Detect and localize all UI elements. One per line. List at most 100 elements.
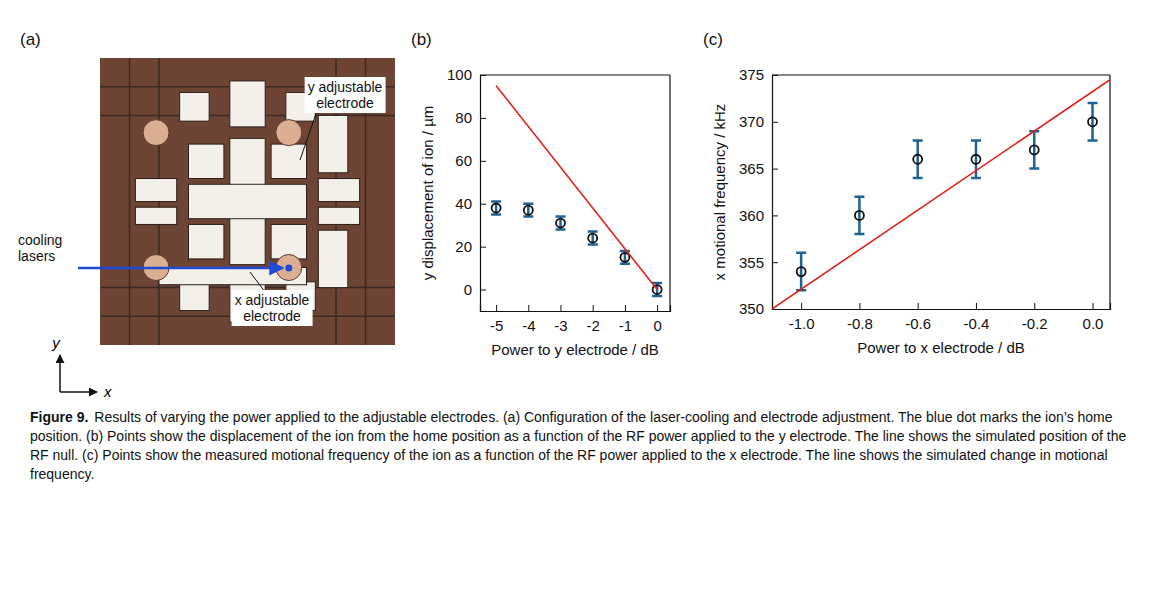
chart: -5-4-3-2-10020406080100Power to y electr… — [411, 30, 671, 358]
data-point — [556, 219, 565, 228]
tick: 40 — [455, 195, 486, 212]
panel-label: (b) — [411, 30, 432, 49]
tick-mark — [480, 247, 486, 248]
error-bar — [491, 202, 501, 215]
tick-mark — [1034, 303, 1035, 309]
tick-mark — [801, 303, 802, 309]
tick-label: 20 — [455, 238, 472, 255]
tick-label: 80 — [455, 109, 472, 126]
tick-mark — [480, 204, 486, 205]
error-bar — [523, 204, 533, 217]
axis-letter: y — [51, 334, 61, 351]
data-point — [797, 267, 806, 276]
data-point — [1088, 117, 1097, 126]
trace — [129, 58, 131, 345]
tick-mark — [528, 305, 529, 311]
error-bar — [913, 141, 923, 178]
electrode — [180, 282, 210, 311]
electrode — [135, 207, 176, 224]
x-axis-title: Power to x electrode / dB — [857, 339, 1025, 356]
axis-arrow — [59, 355, 61, 392]
tick-label: -1 — [619, 317, 632, 334]
frame — [480, 74, 670, 75]
error-bar — [854, 197, 864, 234]
callout-label: coolinglasers — [18, 232, 62, 264]
data-point — [971, 155, 980, 164]
plot-area — [491, 86, 662, 296]
tick: -0.8 — [847, 303, 873, 332]
tick-label: 375 — [739, 66, 764, 83]
tick: -3 — [554, 305, 567, 334]
electrode — [180, 92, 210, 121]
pad — [276, 120, 302, 146]
figure: (a)y adjustableelectrodecoolinglasersx a… — [0, 0, 1171, 400]
tick-label: 0 — [464, 281, 472, 298]
data-point — [620, 253, 629, 262]
electrode — [271, 224, 306, 258]
tick-label: 350 — [739, 300, 764, 317]
tick-label: -2 — [587, 317, 600, 334]
tick: -0.6 — [905, 303, 931, 332]
label-group: coolinglasers — [18, 232, 62, 264]
tick-mark — [480, 290, 486, 291]
tick: 365 — [739, 160, 778, 177]
tick-label: 100 — [447, 66, 472, 83]
tick-mark — [772, 215, 778, 216]
x-axis: -5-4-3-2-10 — [481, 305, 671, 334]
frame — [669, 75, 670, 311]
electrode — [318, 230, 348, 287]
tick-mark — [480, 161, 486, 162]
tick: 0.0 — [1083, 303, 1104, 332]
error-bar — [588, 232, 598, 245]
tick-label: -3 — [554, 317, 567, 334]
electrode — [135, 179, 176, 202]
axis-line — [481, 76, 487, 312]
model-line — [496, 86, 657, 290]
tick-label: -0.6 — [905, 315, 931, 332]
tick: -4 — [522, 305, 535, 334]
tick-label: 0.0 — [1083, 315, 1104, 332]
chart: -1.0-0.8-0.6-0.4-0.20.035035536036537037… — [703, 30, 1111, 356]
error-bar — [556, 217, 566, 230]
tick: 80 — [455, 109, 486, 126]
tick: -1 — [619, 305, 632, 334]
panel-a — [100, 58, 395, 345]
tick: 360 — [739, 207, 778, 224]
tick-label: -1.0 — [789, 315, 815, 332]
error-bar — [796, 253, 806, 290]
axis-line — [773, 76, 779, 310]
y-axis-title: y displacement of ion / µm — [419, 106, 436, 281]
tick: 0 — [464, 281, 486, 298]
electrode — [189, 224, 224, 258]
error-bar — [1088, 103, 1098, 140]
plot-area — [772, 80, 1110, 309]
substrate — [100, 58, 395, 345]
tick: 370 — [739, 113, 778, 130]
x-axis: -1.0-0.8-0.6-0.4-0.20.0 — [773, 303, 1111, 332]
tick: 20 — [455, 238, 486, 255]
data-point — [855, 211, 864, 220]
tick: -1.0 — [789, 303, 815, 332]
tick-label: 0 — [653, 317, 661, 334]
model-line — [772, 80, 1110, 309]
tick-label: 60 — [455, 152, 472, 169]
axis-arrow — [60, 391, 97, 393]
data-point — [588, 234, 597, 243]
label-group: y adjustableelectrode — [305, 77, 386, 113]
panel-label: (c) — [703, 30, 723, 49]
data-point — [492, 204, 501, 213]
axis-line — [481, 305, 671, 312]
callout-label: y adjustableelectrode — [308, 79, 383, 111]
electrode — [318, 179, 359, 202]
tick-label: 355 — [739, 254, 764, 271]
y-axis: 0 20 40 60 80 100 — [447, 66, 486, 311]
frame — [772, 74, 1110, 75]
electrode — [189, 144, 224, 178]
data-point — [524, 206, 533, 215]
caption-text: Results of varying the power applied to … — [30, 409, 1126, 482]
tick: -2 — [587, 305, 600, 334]
tick-mark — [480, 118, 486, 119]
traces — [100, 58, 395, 345]
laser-arrow — [78, 267, 283, 270]
tick-mark — [918, 303, 919, 309]
